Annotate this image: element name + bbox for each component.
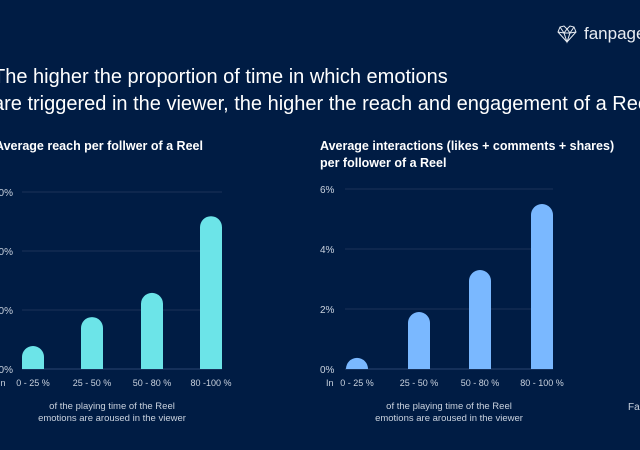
chart-1-bar [22,345,44,369]
chart-1-bar [81,317,103,369]
chart-1-xtick: 25 - 50 % [73,378,112,388]
chart-1-title: Average reach per follwer of a Reel [0,139,203,153]
chart-1-xtick: 50 - 80 % [133,378,172,388]
chart-2-bar [346,357,368,369]
chart-1-bar [200,216,222,369]
logo-text: fanpage [584,24,640,43]
headline-line-2: are triggered in the viewer, the higher … [0,93,640,115]
chart-1-xtick: 80 -100 % [190,378,231,388]
chart-1-xlabel: emotions are aroused in the viewer [38,413,186,424]
chart-2-title-line-1: Average interactions (likes + comments +… [320,139,615,153]
chart-2-ytick: 0% [320,365,335,376]
source-fragment: Fa [628,402,640,413]
chart-1-ytick: 0% [0,365,13,376]
chart-2-ytick: 6% [320,185,335,196]
brand-logo: fanpage [556,24,640,44]
chart-1-ytick: 20% [0,247,13,258]
chart-2-xtick: 0 - 25 % [340,378,374,388]
chart-2-xlabel: of the playing time of the Reel [386,401,512,412]
chart-1-xtick: 0 - 25 % [16,378,50,388]
chart-1-ytick: 10% [0,306,13,317]
chart-2-ytick: 4% [320,245,335,256]
headline: The higher the proportion of time in whi… [0,64,640,118]
chart-2-x-prefix: In [326,378,334,388]
chart-2-xlabel: emotions are aroused in the viewer [375,413,523,424]
headline-line-1: The higher the proportion of time in whi… [0,66,448,88]
chart-2-ytick: 2% [320,305,335,316]
chart-2-bar [469,270,491,369]
chart-1-xlabel: of the playing time of the Reel [49,401,175,412]
chart-2-bar [408,312,430,369]
chart-1-ytick: 30% [0,188,13,199]
heart-network-icon [557,25,577,44]
chart-2-xtick: 25 - 50 % [400,378,439,388]
chart-1-bar [141,292,163,369]
chart-1-x-prefix: In [0,378,6,388]
chart-2-bar [531,204,553,369]
chart-2-title-line-2: per follower of a Reel [320,156,447,170]
chart-2-xtick: 50 - 80 % [461,378,500,388]
chart-2-title: Average interactions (likes + comments +… [320,138,614,172]
chart-2-xtick: 80 - 100 % [520,378,564,388]
